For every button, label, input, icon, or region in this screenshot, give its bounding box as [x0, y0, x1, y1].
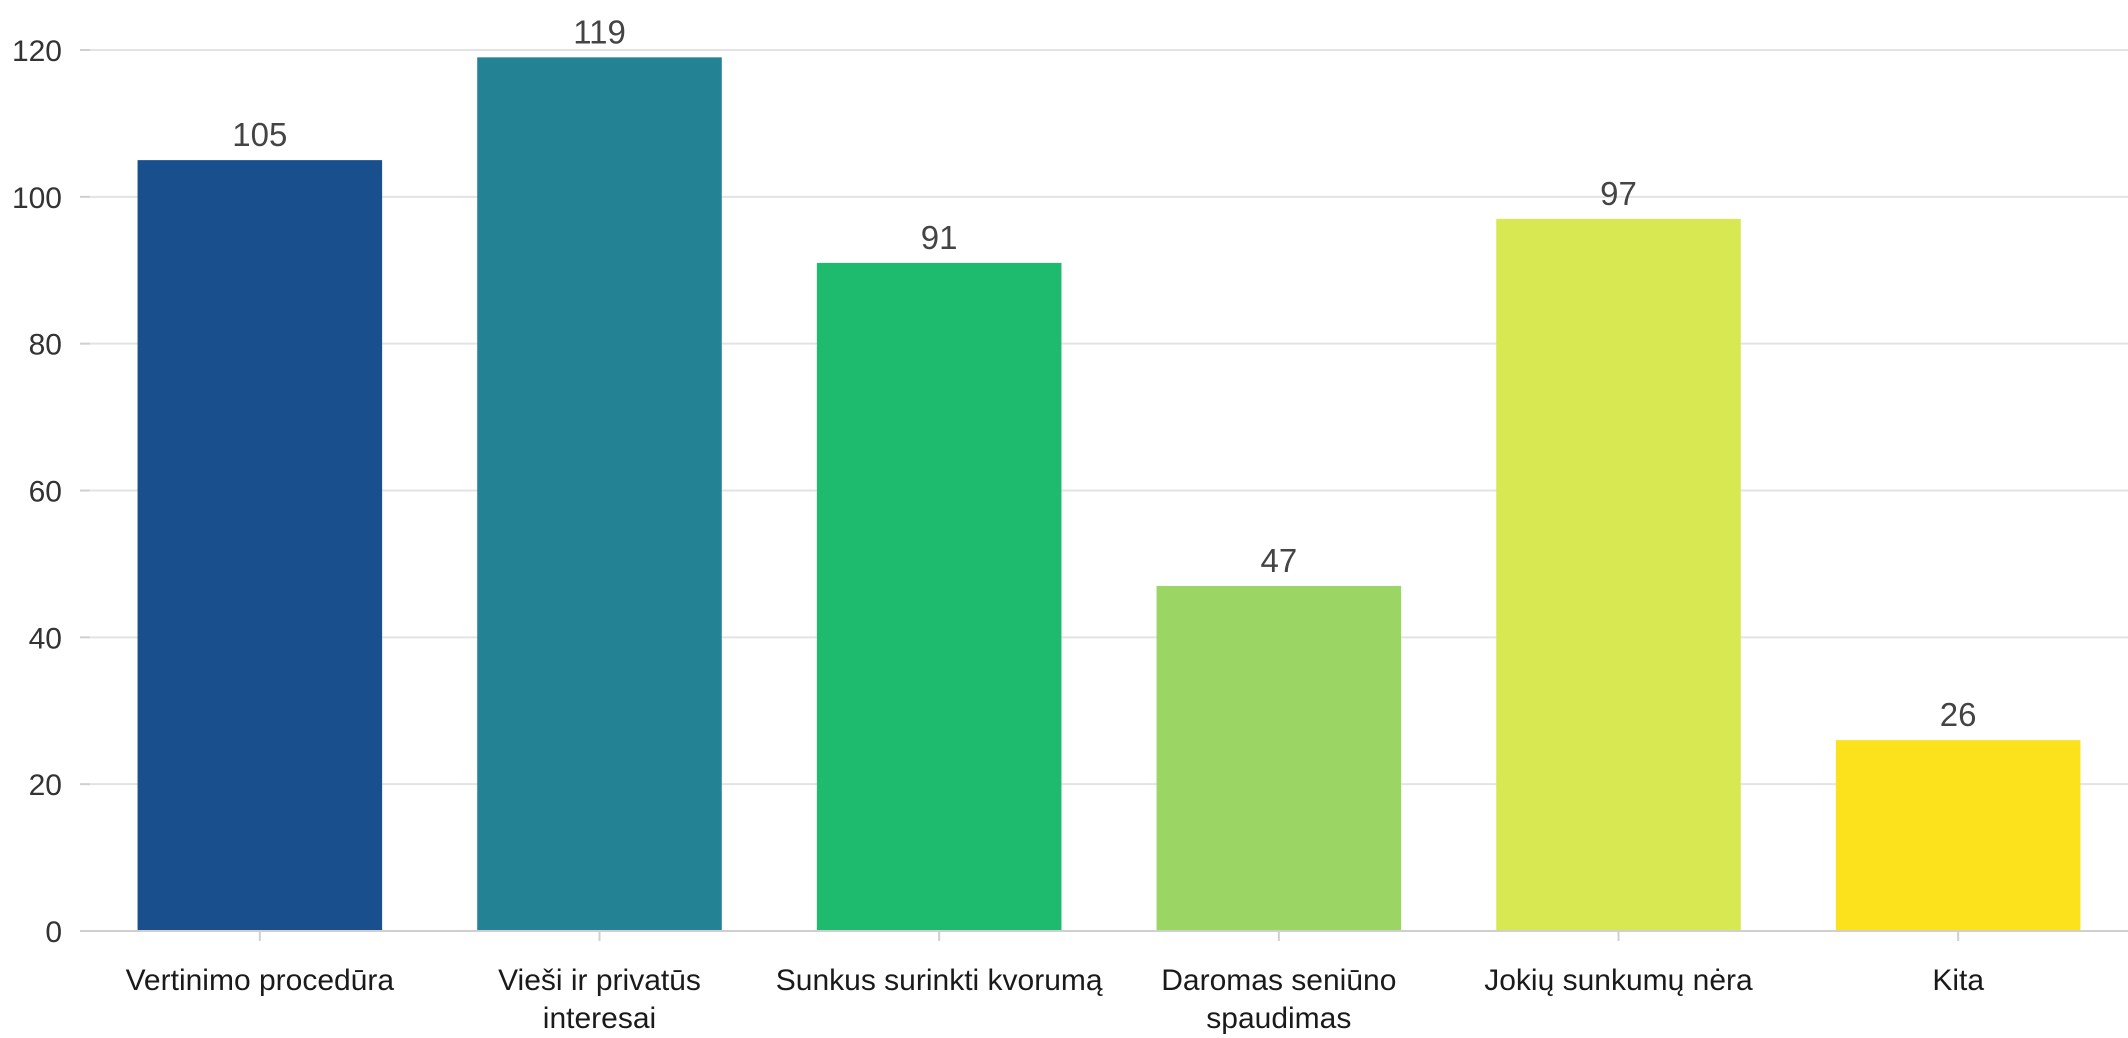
- bar: [477, 57, 722, 931]
- y-tick-label: 20: [29, 769, 62, 802]
- data-label: 97: [1600, 175, 1637, 212]
- data-label: 119: [573, 13, 626, 50]
- x-tick-label: Sunkus surinkti kvorumą: [776, 964, 1103, 997]
- x-tick-label: spaudimas: [1206, 1002, 1351, 1035]
- y-tick-label: 0: [45, 916, 62, 949]
- y-axis-ticks: 0 20 40 60 80 100 120: [12, 35, 90, 949]
- data-label: 91: [921, 219, 958, 256]
- bars: [137, 57, 2081, 931]
- bar: [816, 262, 1062, 931]
- x-tick-label: Daromas seniūno: [1161, 964, 1396, 997]
- bar: [1496, 218, 1741, 931]
- x-tick-label: Kita: [1932, 964, 1984, 997]
- x-tick-label: Jokių sunkumų nėra: [1484, 964, 1753, 997]
- data-label: 105: [232, 116, 287, 153]
- x-axis-categories: Vertinimo procedūra Vieši ir privatūs inte…: [126, 931, 1984, 1035]
- data-labels: 105 119 91 47 97 26: [232, 13, 1976, 733]
- data-label: 26: [1940, 696, 1977, 733]
- bar: [1156, 585, 1402, 931]
- data-label: 47: [1260, 542, 1297, 579]
- y-tick-label: 60: [29, 476, 62, 509]
- x-tick-label: Vieši ir privatūs: [498, 964, 701, 997]
- y-tick-label: 40: [29, 622, 62, 655]
- gridlines: [90, 49, 2128, 786]
- x-tick-label: Vertinimo procedūra: [126, 964, 395, 997]
- x-tick-label: interesai: [543, 1002, 656, 1035]
- bar: [137, 160, 383, 931]
- bar: [1835, 740, 2081, 931]
- y-tick-label: 80: [29, 329, 62, 362]
- y-tick-label: 120: [12, 35, 62, 68]
- y-tick-label: 100: [12, 182, 62, 215]
